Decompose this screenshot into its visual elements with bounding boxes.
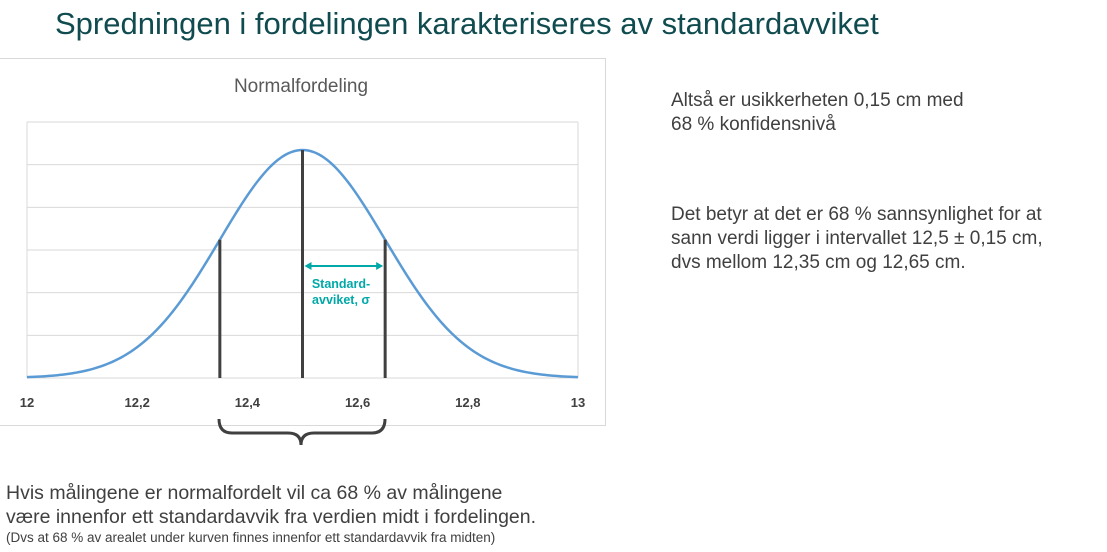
note-line: Altså er usikkerheten 0,15 cm med <box>671 90 964 111</box>
sigma-label-line1: Standard- <box>312 277 370 291</box>
x-tick-label: 12,4 <box>235 395 261 410</box>
explanation-footnote: (Dvs at 68 % av arealet under kurven fin… <box>6 530 496 545</box>
note-line: 68 % konfidensnivå <box>671 114 836 135</box>
x-axis-tick-labels: 12 12,2 12,4 12,6 12,8 13 <box>20 395 585 410</box>
sigma-arrow-head <box>376 262 384 270</box>
explanation-text: Hvis målingene er normalfordelt vil ca 6… <box>6 481 536 529</box>
note-line: Det betyr at det er 68 % sannsynlighet f… <box>671 204 1042 225</box>
x-tick-label: 12,8 <box>455 395 480 410</box>
sigma-arrow <box>304 262 384 270</box>
note-uncertainty: Altså er usikkerheten 0,15 cm med 68 % k… <box>671 89 1071 137</box>
explanation-line: være innenfor ett standardavvik fra verd… <box>6 506 537 528</box>
x-tick-label: 12 <box>20 395 34 410</box>
explanation-line: Hvis målingene er normalfordelt vil ca 6… <box>6 482 503 504</box>
sigma-label-line2: avviket, σ <box>312 293 370 307</box>
note-line: dvs mellom 12,35 cm og 12,65 cm. <box>671 252 966 273</box>
x-tick-label: 12,6 <box>345 395 370 410</box>
curly-brace <box>217 418 387 446</box>
slide-title: Spredningen i fordelingen karakteriseres… <box>55 6 879 41</box>
normal-distribution-chart: Normalfordeling Standard- avviket, σ 12 1… <box>20 76 585 446</box>
sigma-arrow-head <box>304 262 312 270</box>
note-interval: Det betyr at det er 68 % sannsynlighet f… <box>671 203 1101 275</box>
chart-title: Normalfordeling <box>234 76 368 97</box>
sigma-lines <box>218 150 387 378</box>
note-line: sann verdi ligger i intervallet 12,5 ± 0… <box>671 228 1043 249</box>
x-tick-label: 13 <box>571 395 585 410</box>
x-tick-label: 12,2 <box>125 395 150 410</box>
